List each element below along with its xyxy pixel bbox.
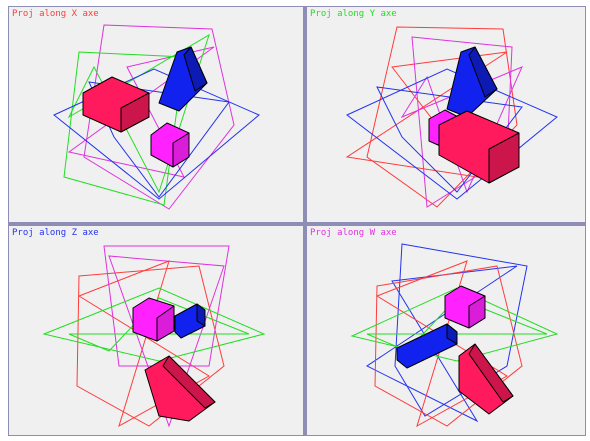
view-proj-w[interactable]: Proj along W axe (307, 226, 585, 435)
view-proj-y[interactable]: Proj along Y axe (307, 7, 585, 222)
x-axis-wire-inner (375, 260, 508, 428)
z-axis-wire-inner (366, 265, 518, 423)
box-face-dark (488, 132, 520, 184)
view-label-w: Proj along W axe (310, 228, 397, 238)
projection-canvas-z[interactable] (9, 226, 303, 435)
box-face-dark (162, 355, 216, 409)
view-label-x: Proj along X axe (12, 9, 99, 19)
prism-face (446, 46, 498, 118)
cube-face-dark (172, 132, 190, 168)
prism-face-dark (183, 46, 208, 92)
horizontal-divider (8, 222, 586, 226)
projection-canvas-x[interactable] (9, 7, 303, 222)
x-axis-wire-inner (77, 260, 210, 428)
y-axis-wire (63, 51, 185, 206)
view-label-y: Proj along Y axe (310, 9, 397, 19)
view-proj-z[interactable]: Proj along Z axe (9, 226, 303, 435)
view-proj-x[interactable]: Proj along X axe (9, 7, 303, 222)
box-face-dark (120, 92, 150, 133)
projection-canvas-w[interactable] (307, 226, 585, 435)
cube-face-dark (468, 295, 486, 329)
box-face (458, 343, 514, 415)
z-axis-wire (346, 68, 558, 200)
y-axis-wire-inner (67, 33, 210, 194)
w-axis-wire (83, 24, 235, 210)
prism-face-dark (446, 323, 458, 345)
y-axis-wire (42, 287, 266, 362)
view-label-z: Proj along Z axe (12, 228, 99, 238)
projection-canvas-y[interactable] (307, 7, 585, 222)
prism-face-dark (196, 303, 206, 327)
box-face-dark (468, 343, 514, 403)
w-axis-wire-inner (108, 255, 225, 428)
cube-face-dark (156, 305, 175, 342)
prism-face-dark (468, 46, 498, 98)
box-face (144, 355, 216, 422)
vertical-divider (303, 6, 307, 436)
w-axis-wire (103, 245, 230, 367)
